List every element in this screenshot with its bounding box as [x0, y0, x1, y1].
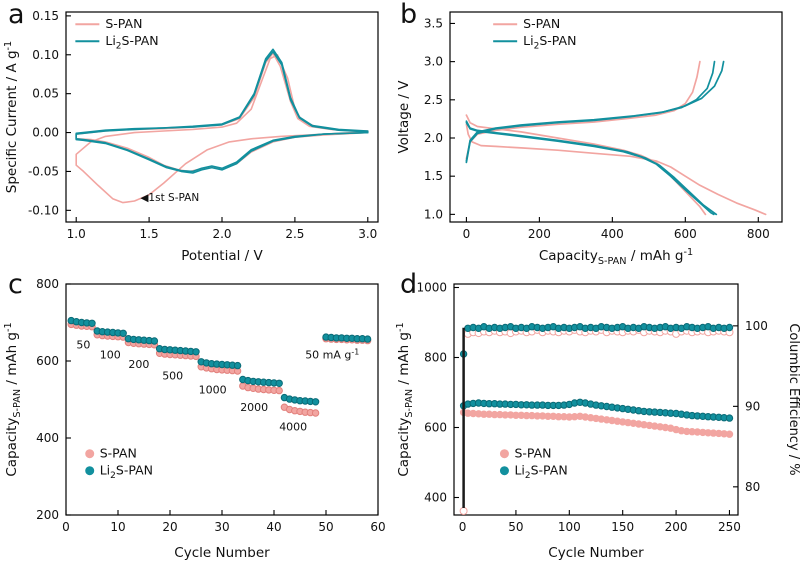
svg-text:S-PAN: S-PAN — [523, 16, 560, 31]
svg-text:0.05: 0.05 — [32, 87, 59, 101]
svg-text:50: 50 — [76, 339, 90, 352]
svg-text:Li2S-PAN: Li2S-PAN — [100, 463, 153, 482]
panel-letter-c: c — [8, 269, 23, 300]
svg-text:400: 400 — [601, 227, 624, 241]
svg-text:Potential / V: Potential / V — [181, 248, 263, 264]
svg-text:Specific Current / A g-1: Specific Current / A g-1 — [3, 41, 20, 193]
chart-b-voltage-profile-plot: 0 200 400 600 800 1.0 1.5 2.0 2.5 3.0 3.5 CapacityS… — [396, 11, 783, 267]
panel-d: d 0 50 100 150 200 250 400 600 800 1000 80 90 100 Col… — [392, 270, 800, 567]
svg-text:0: 0 — [62, 520, 70, 534]
svg-text:1000: 1000 — [199, 383, 227, 396]
svg-text:20: 20 — [162, 520, 177, 534]
svg-text:600: 600 — [424, 421, 447, 435]
svg-text:0: 0 — [463, 227, 471, 241]
svg-text:50 mA g-1: 50 mA g-1 — [305, 348, 359, 362]
chart-d-cycling-plot: 0 50 100 150 200 250 400 600 800 1000 80 90 100 Colum… — [395, 281, 800, 562]
panel-c: c 0 10 20 30 40 50 60 200 400 600 800 Cycle Number C… — [0, 270, 392, 567]
svg-text:2000: 2000 — [240, 401, 268, 414]
svg-text:400: 400 — [424, 491, 447, 505]
svg-text:-0.05: -0.05 — [28, 164, 59, 178]
svg-text:CapacityS-PAN / mAh g-1: CapacityS-PAN / mAh g-1 — [539, 247, 693, 267]
svg-text:600: 600 — [674, 227, 697, 241]
svg-text:0: 0 — [459, 520, 467, 534]
panel-letter-d: d — [400, 269, 418, 300]
svg-text:2.5: 2.5 — [424, 93, 443, 107]
svg-text:100: 100 — [100, 349, 121, 362]
svg-text:600: 600 — [36, 354, 59, 368]
svg-text:400: 400 — [36, 431, 59, 445]
svg-text:200: 200 — [665, 520, 688, 534]
svg-text:3.0: 3.0 — [358, 227, 377, 241]
svg-text:0.10: 0.10 — [32, 48, 59, 62]
svg-text:1.5: 1.5 — [140, 227, 159, 241]
svg-text:1000: 1000 — [416, 281, 447, 295]
svg-text:50: 50 — [318, 520, 333, 534]
svg-text:4000: 4000 — [279, 420, 307, 433]
svg-text:30: 30 — [214, 520, 229, 534]
svg-text:S-PAN: S-PAN — [100, 446, 137, 461]
svg-text:Cycle Number: Cycle Number — [548, 545, 644, 561]
svg-text:80: 80 — [745, 480, 760, 494]
panel-b: b 0 200 400 600 800 1.0 1.5 2.0 2.5 3.0 3.5 Capacit… — [392, 0, 800, 270]
svg-text:200: 200 — [36, 508, 59, 522]
svg-text:250: 250 — [718, 520, 741, 534]
svg-text:60: 60 — [370, 520, 385, 534]
svg-text:40: 40 — [266, 520, 281, 534]
svg-text:2.0: 2.0 — [212, 227, 231, 241]
svg-text:2.5: 2.5 — [285, 227, 304, 241]
svg-text:S-PAN: S-PAN — [514, 446, 551, 461]
svg-text:100: 100 — [558, 520, 581, 534]
svg-text:CapacityS-PAN / mAh g-1: CapacityS-PAN / mAh g-1 — [3, 322, 23, 476]
svg-text:Cycle Number: Cycle Number — [174, 545, 270, 561]
chart-a-cv-plot: 1.0 1.5 2.0 2.5 3.0 -0.10 -0.05 0.00 0.05 0.10 0.1… — [3, 9, 379, 264]
svg-text:100: 100 — [745, 319, 768, 333]
svg-text:-0.10: -0.10 — [28, 203, 59, 217]
svg-text:Li2S-PAN: Li2S-PAN — [514, 463, 567, 482]
svg-text:S-PAN: S-PAN — [105, 16, 142, 31]
svg-text:Columbic Efficiency / %: Columbic Efficiency / % — [786, 323, 800, 475]
svg-text:CapacityS-PAN / mAh g-1: CapacityS-PAN / mAh g-1 — [395, 322, 415, 476]
svg-text:◀1st S-PAN: ◀1st S-PAN — [140, 192, 199, 204]
chart-c-rate-capability-plot: 0 10 20 30 40 50 60 200 400 600 800 Cycle Number Cap… — [3, 277, 386, 561]
svg-text:10: 10 — [110, 520, 125, 534]
svg-text:3.5: 3.5 — [424, 16, 443, 30]
panel-letter-b: b — [400, 0, 418, 30]
svg-text:3.0: 3.0 — [424, 55, 443, 69]
svg-text:1.5: 1.5 — [424, 169, 443, 183]
svg-text:200: 200 — [128, 358, 149, 371]
panel-letter-a: a — [8, 0, 25, 30]
panel-a: a 1.0 1.5 2.0 2.5 3.0 -0.10 -0.05 0.00 0.05 0.10 0… — [0, 0, 392, 270]
svg-text:2.0: 2.0 — [424, 131, 443, 145]
svg-text:50: 50 — [508, 520, 523, 534]
svg-text:800: 800 — [424, 351, 447, 365]
svg-text:Voltage / V: Voltage / V — [396, 80, 412, 154]
svg-text:800: 800 — [36, 277, 59, 291]
svg-text:1.0: 1.0 — [67, 227, 86, 241]
svg-text:150: 150 — [611, 520, 634, 534]
svg-text:Li2S-PAN: Li2S-PAN — [523, 33, 576, 52]
svg-text:90: 90 — [745, 399, 760, 413]
svg-text:Li2S-PAN: Li2S-PAN — [105, 33, 158, 52]
svg-text:500: 500 — [162, 369, 183, 382]
svg-text:0.00: 0.00 — [32, 126, 59, 140]
svg-text:200: 200 — [528, 227, 551, 241]
svg-text:800: 800 — [747, 227, 770, 241]
svg-text:0.15: 0.15 — [32, 9, 59, 23]
svg-text:1.0: 1.0 — [424, 207, 443, 221]
